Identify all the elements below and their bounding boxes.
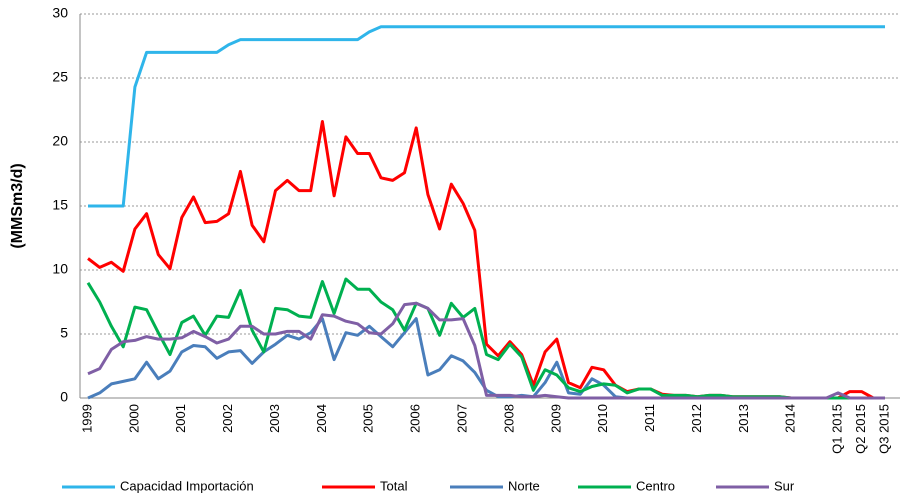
y-tick-label: 30 (52, 5, 68, 21)
x-tick-label: 2002 (220, 404, 235, 433)
x-tick-label: 2006 (408, 404, 423, 433)
x-tick-label: 2005 (361, 404, 376, 433)
y-tick-label: 0 (60, 389, 68, 405)
x-tick-label: Q1 2015 (830, 404, 845, 454)
x-tick-label: 2004 (314, 404, 329, 433)
legend-label: Centro (636, 478, 675, 493)
series-line (88, 25, 885, 208)
x-tick-label: 2010 (595, 404, 610, 433)
y-tick-label: 5 (60, 325, 68, 341)
x-tick-label: Q3 2015 (876, 404, 891, 454)
y-tick-label: 10 (52, 261, 68, 277)
x-tick-label: 2008 (501, 404, 516, 433)
y-tick-label: 20 (52, 133, 68, 149)
x-tick-label: 2011 (642, 404, 657, 432)
x-tick-label: 1999 (79, 404, 94, 433)
series-line (87, 120, 885, 400)
y-tick-label: 15 (52, 197, 68, 213)
x-tick-label: 2003 (267, 404, 282, 433)
x-tick-label: 2013 (736, 404, 751, 433)
x-tick-label: 2000 (126, 404, 141, 433)
x-tick-label: 2012 (689, 404, 704, 433)
x-tick-label: 2001 (173, 404, 188, 433)
legend-label: Capacidad Importación (120, 478, 254, 493)
x-tick-label: 2014 (783, 404, 798, 433)
legend-label: Total (380, 478, 408, 493)
legend-label: Norte (508, 478, 540, 493)
y-tick-label: 25 (52, 69, 68, 85)
y-axis-label: (MMSm3/d) (9, 163, 26, 248)
x-tick-label: 2009 (548, 404, 563, 433)
x-tick-label: 2007 (454, 404, 469, 433)
legend-label: Sur (774, 478, 795, 493)
x-tick-label: Q2 2015 (853, 404, 868, 454)
series-line (87, 301, 885, 400)
